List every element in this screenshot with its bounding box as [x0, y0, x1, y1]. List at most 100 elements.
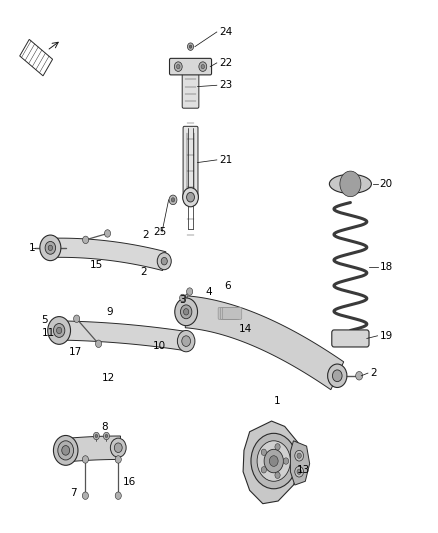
Text: 3: 3	[179, 295, 185, 304]
Text: 10: 10	[152, 342, 166, 351]
Circle shape	[251, 433, 297, 489]
Text: 2: 2	[142, 230, 149, 239]
Circle shape	[257, 441, 290, 481]
Text: 16: 16	[123, 478, 136, 487]
Circle shape	[174, 62, 182, 71]
Circle shape	[48, 245, 53, 251]
Circle shape	[82, 456, 88, 463]
Circle shape	[177, 330, 195, 352]
Text: 25: 25	[153, 227, 166, 237]
Circle shape	[177, 64, 180, 69]
Circle shape	[283, 458, 289, 464]
Polygon shape	[50, 238, 166, 271]
Circle shape	[95, 434, 98, 438]
FancyBboxPatch shape	[182, 65, 199, 108]
Text: 2: 2	[370, 368, 377, 378]
Circle shape	[110, 438, 126, 457]
Circle shape	[180, 305, 192, 319]
Circle shape	[264, 449, 283, 473]
Circle shape	[187, 43, 194, 50]
Circle shape	[332, 370, 342, 382]
Circle shape	[184, 309, 189, 315]
Circle shape	[340, 171, 361, 197]
Circle shape	[82, 236, 88, 244]
Circle shape	[171, 198, 175, 202]
Text: 15: 15	[90, 261, 103, 270]
Circle shape	[53, 435, 78, 465]
Circle shape	[40, 235, 61, 261]
FancyBboxPatch shape	[332, 330, 369, 347]
Text: 17: 17	[69, 347, 82, 357]
Circle shape	[53, 324, 65, 337]
Text: 13: 13	[297, 465, 310, 475]
Circle shape	[356, 372, 363, 380]
Text: 22: 22	[219, 58, 232, 68]
Polygon shape	[243, 421, 302, 504]
Circle shape	[74, 315, 80, 322]
Circle shape	[45, 241, 56, 254]
Circle shape	[295, 450, 304, 461]
Circle shape	[183, 188, 198, 207]
Circle shape	[82, 492, 88, 499]
Text: 18: 18	[380, 262, 393, 271]
Text: 6: 6	[224, 281, 231, 291]
Text: 5: 5	[42, 315, 48, 325]
Text: 12: 12	[102, 374, 115, 383]
Circle shape	[328, 364, 347, 387]
Text: 20: 20	[380, 179, 393, 189]
FancyBboxPatch shape	[223, 308, 242, 319]
Circle shape	[297, 453, 301, 458]
Circle shape	[93, 432, 99, 440]
Circle shape	[105, 434, 108, 438]
Circle shape	[182, 336, 191, 346]
Text: 24: 24	[219, 27, 232, 37]
Circle shape	[180, 294, 186, 302]
Polygon shape	[290, 441, 310, 485]
Circle shape	[275, 472, 280, 479]
Circle shape	[275, 443, 280, 450]
FancyBboxPatch shape	[218, 308, 237, 319]
Circle shape	[199, 62, 207, 71]
FancyBboxPatch shape	[220, 308, 240, 319]
Circle shape	[48, 317, 71, 344]
Circle shape	[169, 195, 177, 205]
Polygon shape	[63, 436, 120, 462]
Text: 7: 7	[70, 488, 77, 498]
Circle shape	[295, 466, 304, 477]
Text: 1: 1	[274, 396, 280, 406]
Circle shape	[115, 492, 121, 499]
Circle shape	[62, 446, 70, 455]
Circle shape	[297, 469, 301, 474]
Circle shape	[114, 443, 122, 453]
Circle shape	[95, 340, 102, 348]
Circle shape	[201, 64, 205, 69]
Ellipse shape	[329, 174, 371, 193]
FancyBboxPatch shape	[183, 126, 198, 199]
Circle shape	[269, 456, 278, 466]
Circle shape	[187, 288, 193, 295]
Text: 14: 14	[239, 325, 252, 334]
Text: 4: 4	[205, 287, 212, 297]
Text: 8: 8	[102, 423, 108, 432]
Bar	[20, 39, 53, 76]
Polygon shape	[59, 321, 187, 351]
Circle shape	[58, 441, 74, 460]
Text: 21: 21	[219, 155, 232, 165]
Text: 11: 11	[42, 328, 55, 338]
Circle shape	[104, 230, 110, 237]
Text: 9: 9	[106, 307, 113, 317]
Circle shape	[187, 192, 194, 202]
Circle shape	[57, 327, 62, 334]
Text: 1: 1	[28, 243, 35, 253]
Circle shape	[175, 298, 198, 326]
Circle shape	[157, 253, 171, 270]
Circle shape	[115, 456, 121, 463]
Text: 23: 23	[219, 80, 232, 90]
Circle shape	[161, 257, 167, 265]
Polygon shape	[185, 296, 344, 390]
Circle shape	[261, 449, 266, 456]
Circle shape	[189, 45, 192, 48]
Text: 2: 2	[140, 267, 147, 277]
FancyBboxPatch shape	[170, 58, 212, 75]
Circle shape	[103, 432, 110, 440]
